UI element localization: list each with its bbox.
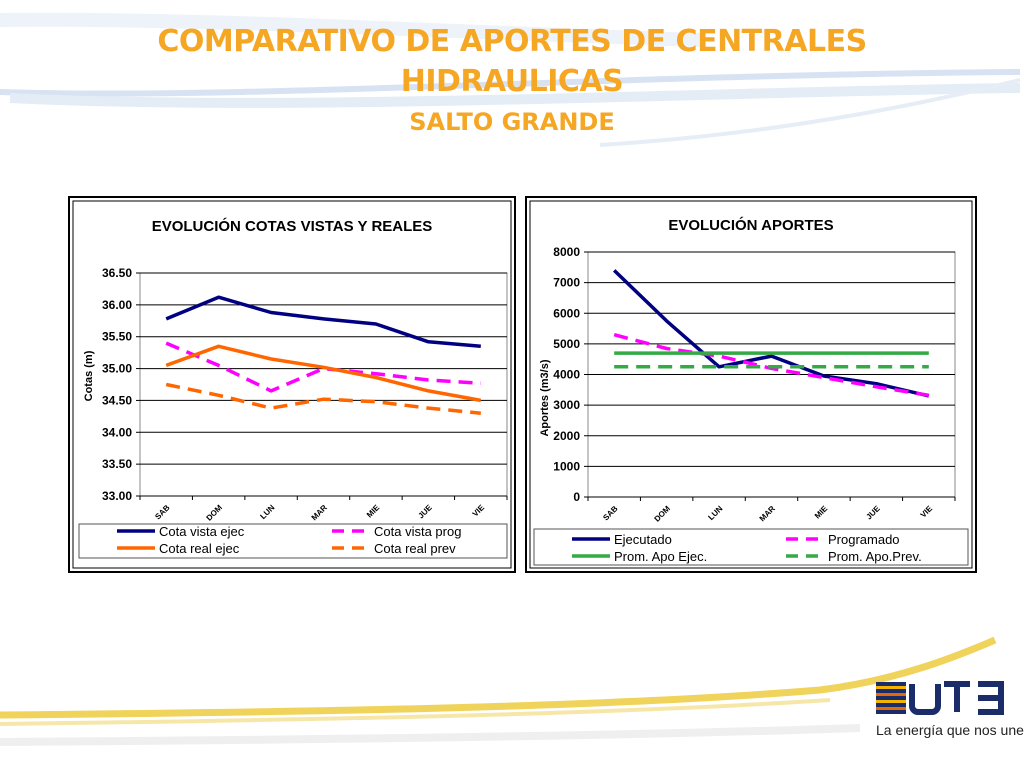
y-tick-label: 7000 [553,276,580,290]
series-line-cota-real-ejec [165,344,482,403]
series-line-ejecutado [612,269,930,398]
y-tick-label: 36.00 [102,298,132,312]
y-tick-label: 36.50 [102,266,132,280]
ute-logo [876,681,1004,715]
slide-subtitle: SALTO GRANDE [409,108,615,136]
brand-tagline: La energía que nos une [876,722,1024,738]
slide-title-line1: COMPARATIVO DE APORTES DE CENTRALES [157,24,867,59]
y-tick-label: 5000 [553,337,580,351]
y-tick-label: 35.00 [102,362,132,376]
legend-label: Cota vista ejec [159,524,245,539]
legend-label: Ejecutado [614,532,672,547]
y-tick-label: 8000 [553,245,580,259]
y-tick-label: 1000 [553,459,580,473]
legend-label: Cota vista prog [374,524,461,539]
y-tick-label: 4000 [553,368,580,382]
legend-label: Prom. Apo Ejec. [614,549,707,564]
y-tick-label: 33.50 [102,457,132,471]
chart-aportes-title: EVOLUCIÓN APORTES [668,216,833,234]
y-tick-label: 0 [573,490,580,504]
slide-title-line2: HIDRAULICAS [400,64,624,99]
y-tick-label: 3000 [553,398,580,412]
y-tick-label: 35.50 [102,330,132,344]
series-line-cota-real-prev [165,382,481,415]
chart-aportes-legend-box [533,528,969,566]
legend-label: Cota real prev [374,541,456,556]
chart-aportes-ylabel: Aportes (m3/s) [539,359,551,436]
legend-label: Programado [828,532,900,547]
series-line-cota-vista-ejec [165,295,481,349]
series-line-cota-vista-prog [165,341,481,393]
chart-cotas-frame [68,196,516,573]
chart-aportes-frame [525,196,977,573]
y-tick-label: 33.00 [102,489,132,503]
chart-cotas-ylabel: Cotas (m) [83,350,95,401]
y-tick-label: 6000 [553,306,580,320]
y-tick-label: 2000 [553,429,580,443]
chart-cotas-title: EVOLUCIÓN COTAS VISTAS Y REALES [152,217,433,235]
legend-label: Prom. Apo.Prev. [828,549,922,564]
chart-aportes-inner-frame [529,200,973,569]
chart-cotas-inner-frame [72,200,512,569]
y-tick-label: 34.00 [102,425,132,439]
y-tick-label: 34.50 [102,393,132,407]
legend-label: Cota real ejec [159,541,240,556]
